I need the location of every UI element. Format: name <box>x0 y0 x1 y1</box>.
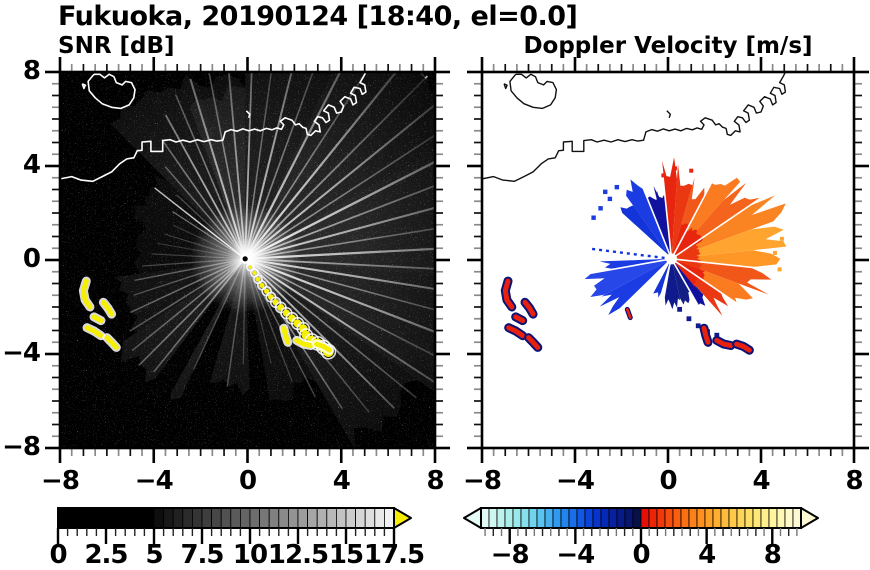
snr-x-tick-label: 4 <box>332 466 351 496</box>
snr-colorbar-tick-label: 0 <box>49 540 67 570</box>
snr-axes <box>45 57 450 463</box>
doppler-panel <box>482 72 854 448</box>
snr-colorbar-tick-label: 12.5 <box>267 540 329 570</box>
snr-colorbar-arrow <box>393 507 412 529</box>
doppler-colorbar-right-arrow <box>800 507 819 529</box>
snr-x-tick-label: −8 <box>41 466 80 496</box>
snr-colorbar-tick-label: 5 <box>145 540 163 570</box>
doppler-coastline <box>509 73 558 110</box>
snr-colorbar-tick-label: 17.5 <box>363 540 425 570</box>
doppler-x-tick-label: 4 <box>752 466 770 496</box>
snr-colorbar-tick-label: 2.5 <box>84 540 128 570</box>
snr-panel <box>60 72 435 448</box>
doppler-colorbar-tick-label: 0 <box>632 540 650 570</box>
snr-colorbar <box>56 507 412 544</box>
snr-x-tick-label: 0 <box>238 466 257 496</box>
snr-colorbar-tick-label: 10 <box>232 540 268 570</box>
snr-y-tick-label: −4 <box>2 338 41 368</box>
doppler-x-tick-label: 0 <box>659 466 677 496</box>
doppler-panel-title: Doppler Velocity [m/s] <box>523 33 813 59</box>
doppler-colorbar-tick-label: 4 <box>698 540 716 570</box>
doppler-coastline <box>666 110 671 119</box>
doppler-x-tick-label: 8 <box>845 466 863 496</box>
doppler-colorbar-left-arrow <box>463 507 482 529</box>
snr-x-tick-label: −4 <box>134 466 174 496</box>
doppler-colorbar-tick-label: −8 <box>490 540 530 570</box>
snr-y-tick-label: 4 <box>22 150 41 180</box>
doppler-coastline <box>482 72 787 182</box>
snr-coastline <box>245 110 251 119</box>
snr-colorbar-tick-label: 7.5 <box>180 540 224 570</box>
snr-panel-title: SNR [dB] <box>58 33 175 59</box>
snr-coastline <box>87 73 136 110</box>
snr-x-tick-label: 8 <box>426 466 444 496</box>
snr-coastline <box>81 83 87 90</box>
doppler-colorbar <box>463 507 819 544</box>
snr-y-tick-label: 8 <box>22 56 41 86</box>
doppler-axes <box>467 57 869 463</box>
doppler-x-tick-label: −4 <box>556 466 595 496</box>
doppler-coastline <box>503 83 508 90</box>
snr-y-tick-label: 0 <box>22 244 41 274</box>
figure-title: Fukuoka, 20190124 [18:40, el=0.0] <box>58 1 578 32</box>
snr-coastline <box>60 72 367 183</box>
doppler-colorbar-tick-label: 8 <box>763 540 782 570</box>
snr-y-tick-label: −8 <box>2 432 41 462</box>
snr-colorbar-tick-label: 15 <box>328 540 364 570</box>
doppler-x-tick-label: −8 <box>463 466 502 496</box>
doppler-colorbar-tick-label: −4 <box>556 540 595 570</box>
